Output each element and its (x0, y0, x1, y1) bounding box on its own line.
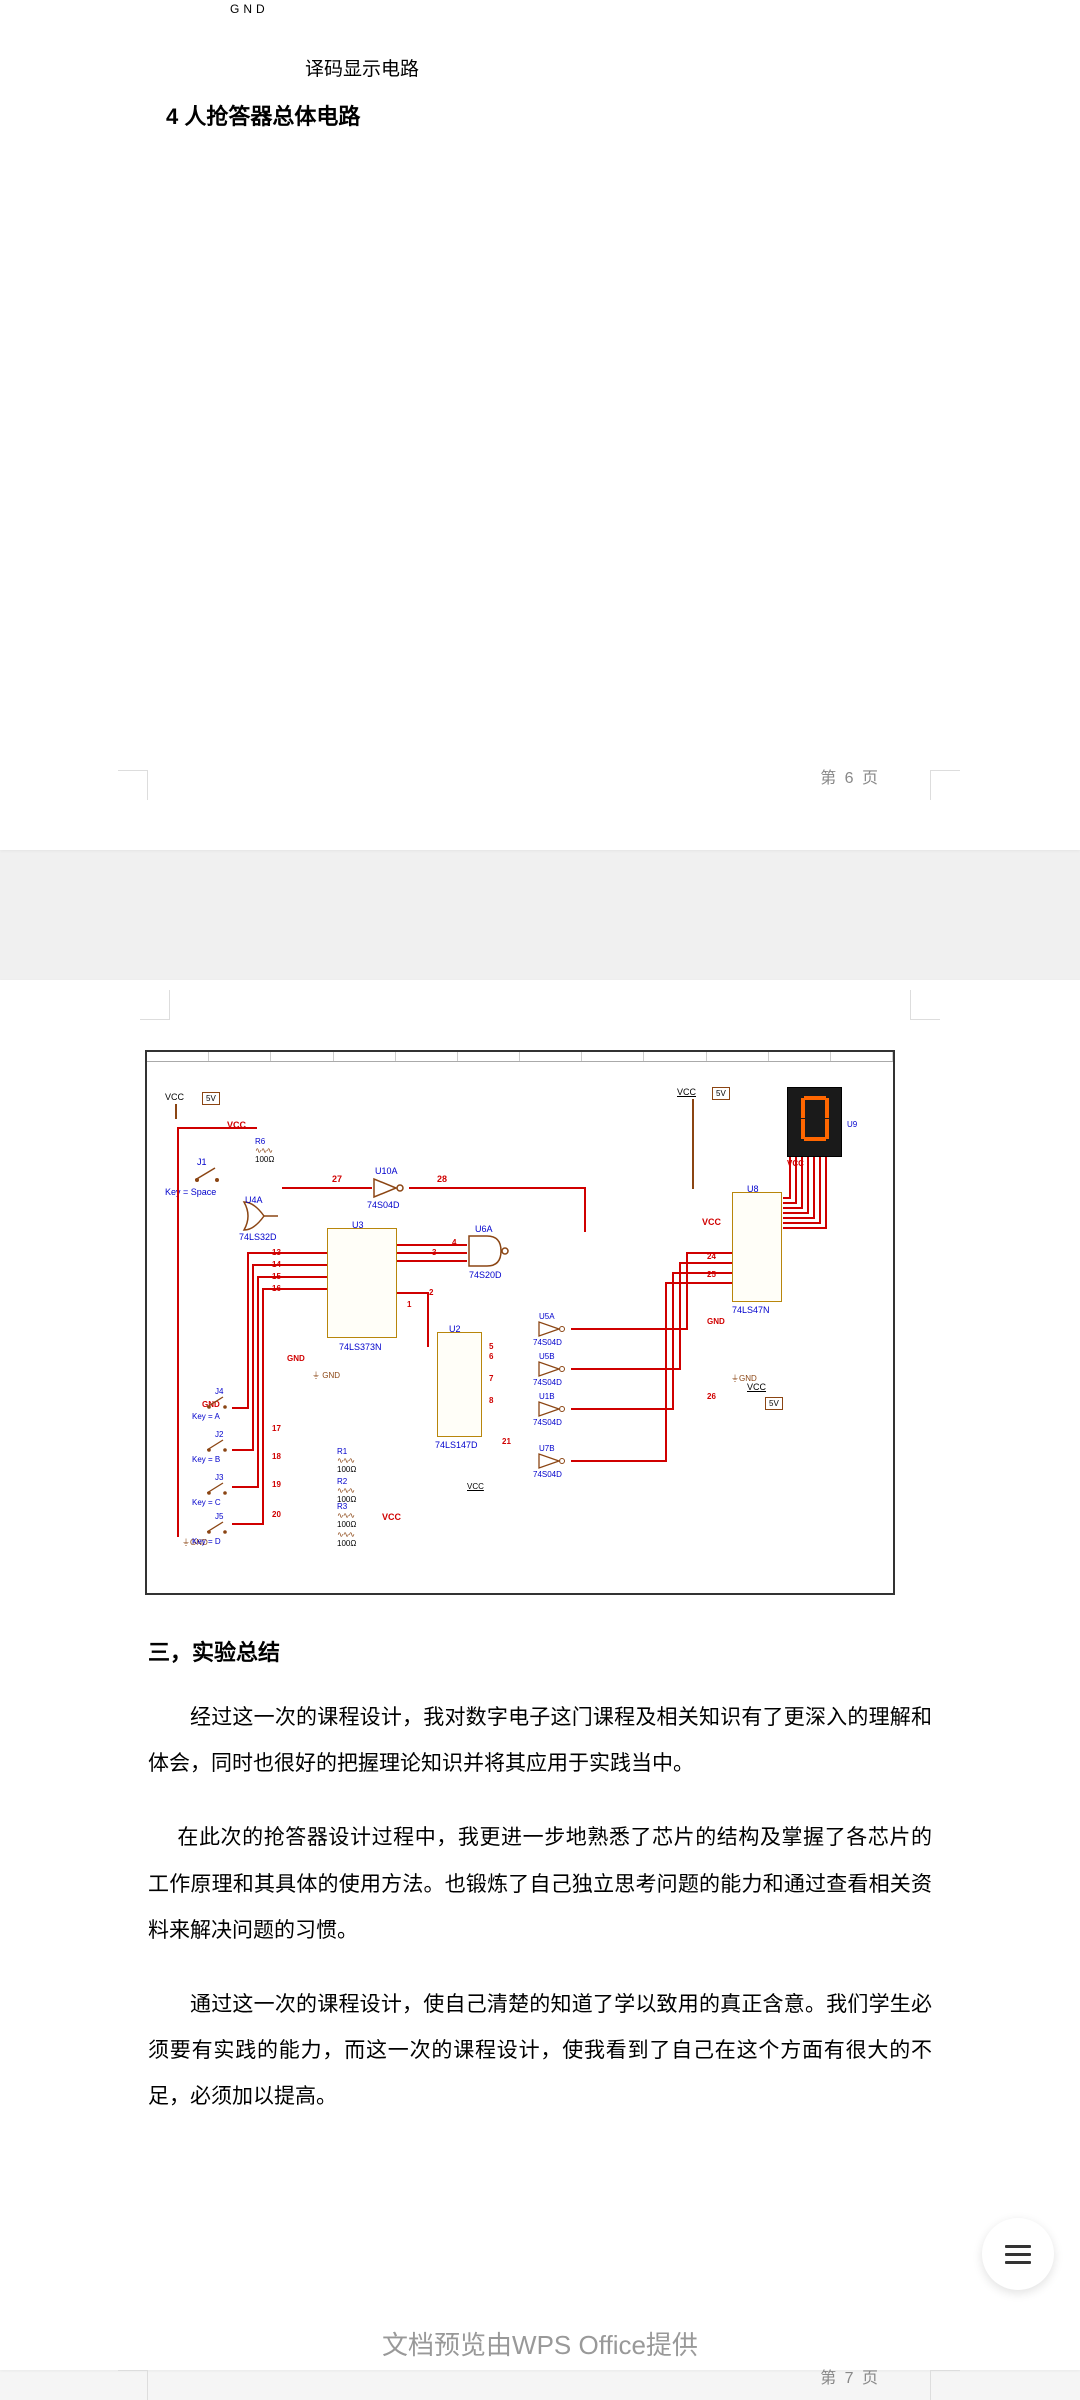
voltage-label: 5V (765, 1397, 783, 1410)
chip-part: 74LS147D (435, 1440, 478, 1450)
figure-caption: 译码显示电路 (305, 54, 1080, 81)
chip-u8 (732, 1192, 782, 1302)
chip-u2 (437, 1332, 482, 1437)
chip-ref: U8 (747, 1184, 759, 1194)
chip-ref: U6A (475, 1224, 493, 1234)
net-vcc: VCC (382, 1512, 401, 1522)
summary-heading: 三，实验总结 (148, 1635, 1080, 1667)
pin-num: 2 (429, 1288, 433, 1297)
resistor: R6 ∿∿∿ 100Ω (255, 1137, 274, 1164)
section-heading-1: 4 人抢答器总体电路 (166, 99, 1080, 131)
footer-attribution: 文档预览由WPS Office提供 (0, 2325, 1080, 2362)
not-gate (537, 1320, 571, 1338)
pin-num: 7 (489, 1374, 493, 1383)
chip-u3 (327, 1228, 397, 1338)
chip-ref: U5B (539, 1352, 555, 1361)
seven-segment-display (787, 1087, 842, 1157)
net-vcc: VCC (702, 1217, 721, 1227)
pin-num: 21 (502, 1437, 511, 1446)
switch-icon (207, 1520, 231, 1534)
vcc-label: VCC (677, 1087, 696, 1097)
chip-ref: U2 (449, 1324, 461, 1334)
page-corner (930, 770, 960, 800)
switch-label: Key = B (192, 1455, 220, 1464)
chip-ref: U5A (539, 1312, 555, 1321)
document-page-7: VCC 5V VCC 5V VCC 5V VCC VCC VCC VCC GND… (0, 980, 1080, 2370)
pin-num: 28 (437, 1174, 447, 1184)
ruler (147, 1052, 893, 1062)
switch-icon (207, 1481, 231, 1495)
resistor: R2∿∿∿100Ω (337, 1477, 356, 1504)
chip-part: 74S20D (469, 1270, 502, 1280)
pin-num: 20 (272, 1510, 281, 1519)
chip-part: 74S04D (533, 1338, 562, 1347)
chip-ref: U4A (245, 1195, 263, 1205)
gnd-sym: GND (322, 1371, 340, 1380)
page-corner (118, 2370, 148, 2400)
pin-num: 4 (452, 1238, 456, 1247)
not-gate (537, 1400, 571, 1418)
chip-part: 74LS47N (732, 1305, 770, 1315)
pin-num: 26 (707, 1392, 716, 1401)
vcc-label: VCC (467, 1482, 484, 1491)
not-gate (537, 1360, 571, 1378)
chip-ref: U9 (847, 1120, 857, 1129)
net-gnd: GND (287, 1354, 305, 1363)
switch-icon (207, 1438, 231, 1452)
hamburger-icon (1005, 2240, 1031, 2269)
page-number: 第 7 页 (820, 2364, 880, 2388)
paragraph-3: 通过这一次的课程设计，使自己清楚的知道了学以致用的真正含意。我们学生必须要有实践… (148, 1982, 932, 2121)
res-ref: R6 (255, 1137, 274, 1146)
voltage-label: 5V (712, 1087, 730, 1100)
switch-label: Key = C (192, 1498, 221, 1507)
chip-part: 74S04D (367, 1200, 400, 1210)
switch-label: Key = Space (165, 1187, 216, 1197)
gnd-label: GND (230, 0, 1080, 16)
chip-part: 74S04D (533, 1470, 562, 1479)
page-corner (140, 990, 170, 1020)
resistor: R3∿∿∿100Ω (337, 1502, 356, 1529)
circuit-diagram: VCC 5V VCC 5V VCC 5V VCC VCC VCC VCC GND… (145, 1050, 895, 1595)
net-vcc: VCC (227, 1120, 246, 1130)
vcc-label: VCC (165, 1092, 184, 1102)
page-corner (930, 2370, 960, 2400)
chip-part: 74LS373N (339, 1342, 382, 1352)
switch-icon (207, 1395, 231, 1409)
pin-num: 8 (489, 1396, 493, 1405)
gnd-sym: ⏚GND (731, 1373, 757, 1384)
chip-ref: U3 (352, 1220, 364, 1230)
page-corner (118, 770, 148, 800)
nand-gate (467, 1234, 512, 1268)
res-val: 100Ω (255, 1155, 274, 1164)
chip-ref: U10A (375, 1166, 398, 1176)
pin-num: 18 (272, 1452, 281, 1461)
chip-part: 74S04D (533, 1418, 562, 1427)
menu-fab-button[interactable] (982, 2218, 1054, 2290)
page-number: 第 6 页 (820, 764, 880, 788)
chip-ref: U7B (539, 1444, 555, 1453)
net-gnd: GND (707, 1317, 725, 1326)
chip-part: 74S04D (533, 1378, 562, 1387)
pin-num: 5 (489, 1342, 493, 1351)
document-page-6: GND 译码显示电路 4 人抢答器总体电路 第 6 页 (0, 0, 1080, 850)
switch-icon (195, 1165, 223, 1183)
pin-num: 27 (332, 1174, 342, 1184)
switch-label: Key = A (192, 1412, 220, 1421)
resistor: ∿∿∿100Ω (337, 1530, 356, 1548)
not-gate (372, 1177, 410, 1199)
chip-ref: U1B (539, 1392, 555, 1401)
chip-part: 74LS32D (239, 1232, 277, 1242)
page-gap (0, 850, 1080, 980)
pin-num: 6 (489, 1352, 493, 1361)
pin-num: 19 (272, 1480, 281, 1489)
voltage-label: 5V (202, 1092, 220, 1105)
pin-num: 17 (272, 1424, 281, 1433)
switch-label: Key = D (192, 1537, 221, 1546)
paragraph-2: 在此次的抢答器设计过程中，我更进一步地熟悉了芯片的结构及掌握了各芯片的工作原理和… (148, 1815, 932, 1954)
pin-num: 1 (407, 1300, 411, 1309)
paragraph-1: 经过这一次的课程设计，我对数字电子这门课程及相关知识有了更深入的理解和体会，同时… (148, 1695, 932, 1787)
page-corner (910, 990, 940, 1020)
resistor: R1∿∿∿100Ω (337, 1447, 356, 1474)
not-gate (537, 1452, 571, 1470)
